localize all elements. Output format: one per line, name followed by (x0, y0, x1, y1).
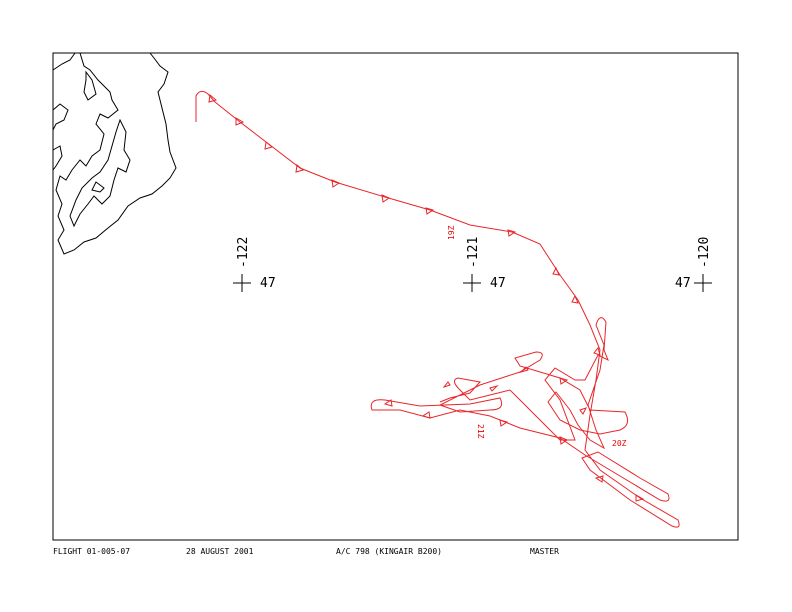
grid-cross (233, 274, 251, 292)
map-frame (52, 52, 739, 541)
flight-id: FLIGHT 01-005-07 (53, 547, 130, 556)
grid-cross (463, 274, 481, 292)
lat-label: 47 (490, 276, 506, 291)
time-label: 21Z (476, 424, 485, 439)
track-line (195, 90, 680, 528)
time-label: 20Z (612, 439, 627, 448)
footer: FLIGHT 01-005-07 28 AUGUST 2001 A/C 798 … (53, 547, 559, 556)
aircraft: A/C 798 (KINGAIR B200) (336, 547, 442, 556)
direction-arrows (208, 94, 645, 502)
time-label: 19Z (447, 225, 456, 240)
coastline (52, 52, 177, 255)
master-label: MASTER (530, 547, 559, 556)
flight-date: 28 AUGUST 2001 (186, 547, 254, 556)
lon-label: -122 (236, 237, 251, 268)
grid-cross (694, 274, 712, 292)
flight-track: 19Z 21Z 20Z (195, 90, 680, 528)
lat-label: 47 (675, 276, 691, 291)
lon-label: -120 (697, 237, 712, 268)
lat-label: 47 (260, 276, 276, 291)
grid-marks: -122 47 -121 47 -120 47 (233, 237, 712, 292)
lon-label: -121 (466, 237, 481, 268)
